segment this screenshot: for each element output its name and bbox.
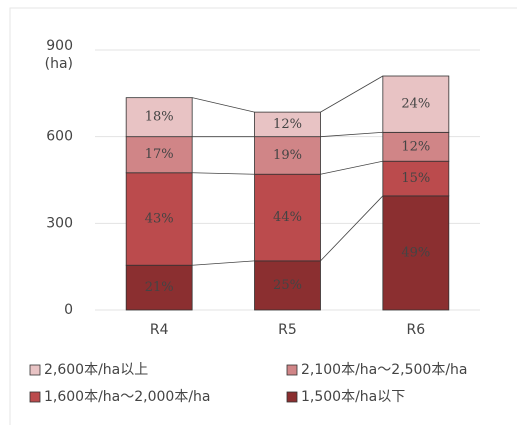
legend-label: 2,600本/ha以上 xyxy=(44,362,148,378)
y-tick-label: 0 xyxy=(64,302,73,318)
connector xyxy=(192,97,255,113)
y-tick-label: 900 xyxy=(46,38,73,54)
connector xyxy=(320,75,384,113)
bar-segment xyxy=(382,75,450,133)
share-label: 44% xyxy=(273,210,302,225)
legend-swatch xyxy=(29,364,41,376)
bar-segment xyxy=(125,264,193,311)
legend-swatch xyxy=(286,391,298,403)
share-label: 43% xyxy=(145,212,174,227)
connector xyxy=(320,195,384,262)
y-tick-label: 600 xyxy=(46,129,73,145)
share-label: 17% xyxy=(145,147,174,162)
share-label: 49% xyxy=(401,245,430,260)
bar-segment xyxy=(125,97,193,138)
legend-label: 2,100本/ha～2,500本/ha xyxy=(301,362,468,378)
share-label: 12% xyxy=(401,139,430,154)
y-unit-label: (ha) xyxy=(45,56,73,72)
share-label: 25% xyxy=(273,278,302,293)
bar-segment xyxy=(254,173,321,262)
connector xyxy=(192,260,255,266)
bar-segment xyxy=(382,195,450,311)
x-tick-label: R6 xyxy=(407,322,426,338)
legend-label: 1,600本/ha～2,000本/ha xyxy=(44,389,211,405)
bar-segment xyxy=(254,111,321,138)
share-label: 19% xyxy=(273,148,302,163)
x-tick-label: R4 xyxy=(150,322,169,338)
bar-segment xyxy=(254,136,321,175)
bar-segment xyxy=(382,131,450,162)
share-label: 24% xyxy=(401,97,430,112)
connector xyxy=(192,172,255,175)
x-tick-label: R5 xyxy=(278,322,297,338)
share-label: 18% xyxy=(145,110,174,125)
share-label: 12% xyxy=(273,117,302,132)
share-label: 21% xyxy=(145,280,174,295)
share-label: 15% xyxy=(401,171,430,186)
connector xyxy=(320,160,383,175)
legend-label: 1,500本/ha以下 xyxy=(301,389,405,405)
legend-swatch xyxy=(29,391,41,403)
connector xyxy=(320,131,383,138)
y-tick-label: 300 xyxy=(46,215,73,231)
bar-segment xyxy=(125,172,193,266)
legend-swatch xyxy=(286,364,298,376)
